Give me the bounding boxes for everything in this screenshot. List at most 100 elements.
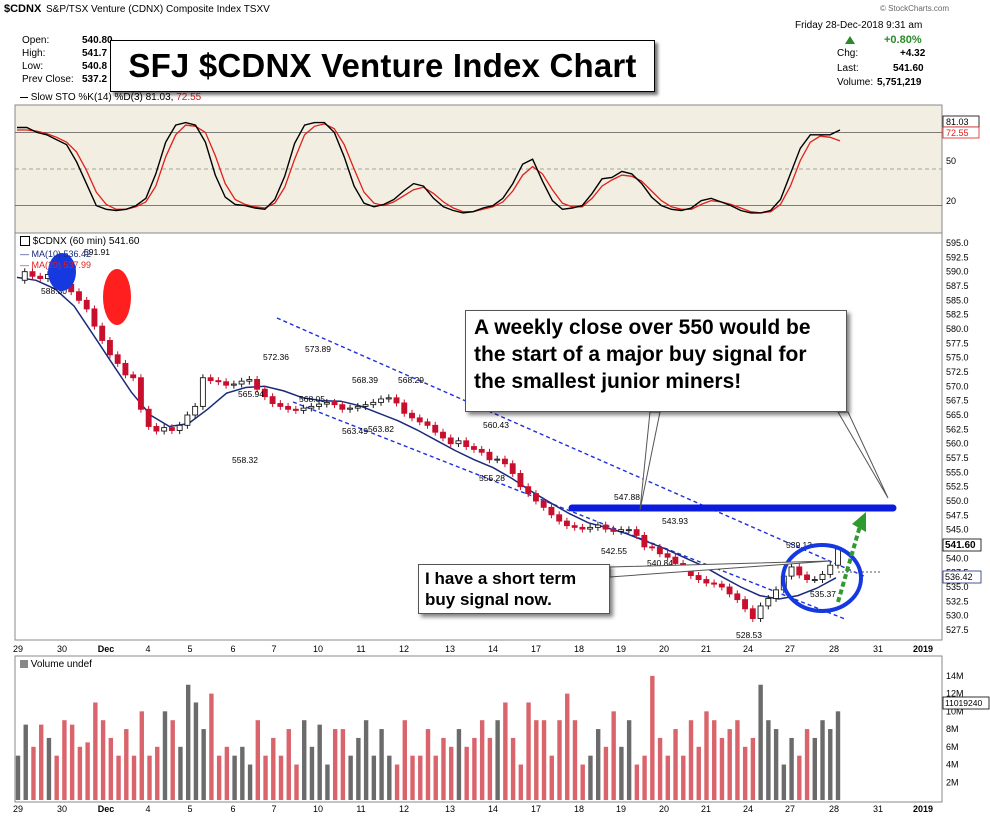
x-tick-top: 28 bbox=[829, 644, 839, 654]
volume-bar bbox=[541, 720, 547, 800]
volume-bar bbox=[626, 720, 632, 800]
callout-pointer-2 bbox=[837, 411, 889, 499]
volume-bar bbox=[712, 720, 717, 800]
x-tick-bottom: 17 bbox=[531, 804, 541, 814]
candle-body bbox=[532, 493, 539, 502]
volume-bar bbox=[255, 720, 261, 800]
candle-body bbox=[277, 403, 284, 407]
volume-bar bbox=[232, 755, 237, 800]
volume-bar bbox=[387, 755, 392, 800]
volume-bar bbox=[828, 729, 833, 800]
price-annotation: 555.28 bbox=[479, 473, 505, 483]
volume-bar bbox=[534, 720, 539, 800]
candle-body bbox=[471, 446, 477, 450]
volume-bar bbox=[394, 764, 400, 800]
x-tick-top: 27 bbox=[785, 644, 795, 654]
callout-pointer-3 bbox=[609, 560, 831, 578]
up-arrow-icon bbox=[845, 36, 855, 44]
price-annotations: 588.30 591.91 572.36 573.89 565.94 568.05 568.… bbox=[41, 247, 836, 640]
volume-bar bbox=[510, 737, 516, 800]
volume-grid: 14M 12M 10M 8M 6M 4M 2M bbox=[946, 671, 964, 787]
volume-bar bbox=[742, 746, 748, 800]
volume-bar bbox=[588, 755, 593, 800]
candle-body bbox=[230, 383, 237, 386]
x-tick-top: 31 bbox=[873, 644, 883, 654]
x-axis-top: 29 30 Dec 4 5 6 7 10 11 12 13 14 17 18 19 20 21 24 27 28 31 2… bbox=[13, 644, 933, 654]
callout-short-term: I have a short term buy signal now. bbox=[418, 564, 610, 614]
stoch-d-line bbox=[17, 123, 841, 214]
candle-body bbox=[91, 308, 98, 327]
candle-body bbox=[168, 427, 175, 431]
volume-bar bbox=[54, 755, 59, 800]
x-tick-bottom: Dec bbox=[98, 804, 115, 814]
volume-bar bbox=[603, 746, 609, 800]
candle-body bbox=[292, 408, 299, 411]
price-y-tick: 575.0 bbox=[946, 353, 969, 363]
volume-bar bbox=[750, 737, 756, 800]
price-annotation: 558.32 bbox=[232, 455, 258, 465]
buy-signal-circle bbox=[781, 543, 863, 613]
index-name: S&P/TSX Venture (CDNX) Composite Index T… bbox=[46, 4, 270, 15]
last-value: 541.60 bbox=[893, 63, 924, 74]
green-arrow-shaft bbox=[836, 525, 862, 603]
price-y-axis: 595.0 592.5 590.0 587.5 585.0 582.5 580.0 577.5… bbox=[946, 238, 969, 635]
price-y-tick: 590.0 bbox=[946, 267, 969, 277]
candle-body bbox=[99, 325, 106, 341]
x-tick-bottom: 31 bbox=[873, 804, 883, 814]
price-annotation: 542.55 bbox=[601, 546, 627, 556]
candle-body bbox=[478, 448, 485, 453]
volume-bar bbox=[804, 729, 810, 800]
x-tick-top: 7 bbox=[271, 644, 276, 654]
candle-body bbox=[385, 397, 392, 400]
high-value: 541.7 bbox=[82, 48, 108, 59]
candle-body bbox=[207, 377, 214, 382]
candle-body bbox=[548, 506, 555, 516]
price-annotation: 543.93 bbox=[662, 516, 688, 526]
volume-bar bbox=[704, 711, 709, 800]
volume-bar bbox=[766, 720, 771, 800]
stoch-k-tag-text: 81.03 bbox=[946, 117, 969, 127]
volume-bar bbox=[441, 737, 446, 800]
candle-body bbox=[122, 362, 129, 376]
candle-body bbox=[587, 526, 594, 530]
volume-bar bbox=[286, 729, 291, 800]
volume-bar bbox=[371, 755, 377, 800]
volume-bar bbox=[595, 729, 601, 800]
candle-body bbox=[300, 407, 307, 411]
price-y-tick: 530.0 bbox=[946, 611, 969, 621]
x-tick-bottom: 6 bbox=[230, 804, 235, 814]
price-y-tick: 547.5 bbox=[946, 510, 969, 520]
volume-y-tick: 4M bbox=[946, 760, 959, 770]
price-y-tick: 582.5 bbox=[946, 310, 969, 320]
volume-bar bbox=[131, 755, 137, 800]
price-y-tick: 535.0 bbox=[946, 582, 969, 592]
volume-bar bbox=[402, 720, 407, 800]
volume-bar bbox=[487, 737, 493, 800]
x-tick-top: 29 bbox=[13, 644, 23, 654]
price-y-tick: 545.0 bbox=[946, 525, 969, 535]
stoch-d-tag-text: 72.55 bbox=[946, 128, 969, 138]
volume-bar bbox=[263, 755, 268, 800]
candle-body bbox=[695, 575, 702, 580]
volume-y-tick: 6M bbox=[946, 742, 959, 752]
volume-bar bbox=[696, 746, 701, 800]
candle-body bbox=[440, 431, 446, 439]
green-arrow-head bbox=[852, 512, 866, 532]
candle-body bbox=[835, 548, 841, 566]
volume-bar bbox=[162, 711, 168, 800]
volume-value: 5,751,219 bbox=[877, 77, 922, 88]
candle-body bbox=[827, 564, 834, 575]
volume-bar bbox=[294, 764, 299, 800]
stoch-grid bbox=[15, 131, 942, 207]
candle-body bbox=[610, 528, 617, 532]
price-annotation: 547.88 bbox=[614, 492, 640, 502]
candle-body bbox=[742, 599, 749, 610]
x-tick-bottom: 21 bbox=[701, 804, 711, 814]
volume-bar bbox=[356, 737, 361, 800]
price-y-tick: 592.5 bbox=[946, 252, 969, 262]
x-tick-top: 14 bbox=[488, 644, 498, 654]
candle-body bbox=[618, 529, 625, 532]
x-tick-top: 10 bbox=[313, 644, 323, 654]
candle-body bbox=[579, 526, 586, 530]
candle-body bbox=[261, 388, 268, 398]
